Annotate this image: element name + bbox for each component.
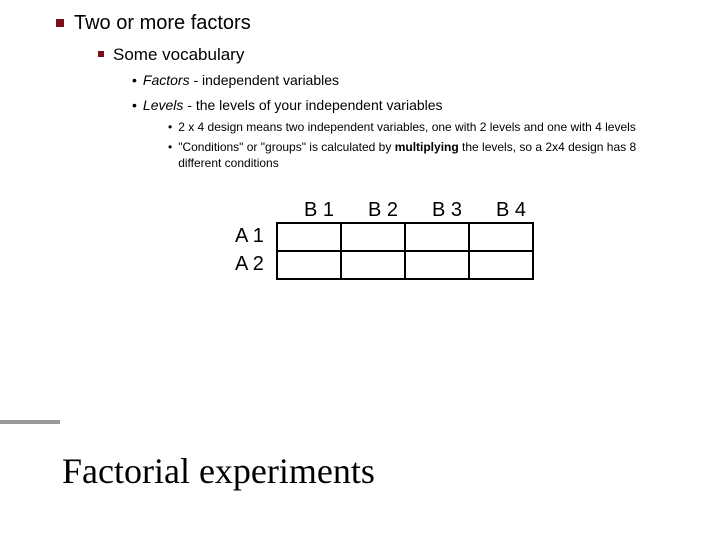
square-bullet-icon (98, 51, 104, 57)
table-grid (276, 222, 534, 280)
table-col-label: B 1 (287, 199, 351, 222)
table-cell (277, 251, 341, 279)
table-cell (405, 223, 469, 251)
accent-bar (0, 420, 60, 424)
lvl3-text: Factors - independent variables (143, 71, 339, 90)
lvl1-text: Two or more factors (74, 12, 251, 35)
table-cell (341, 223, 405, 251)
term-italic: Levels (143, 97, 183, 113)
bullet-lvl1: Two or more factors (56, 12, 720, 35)
lvl4b-pre: "Conditions" or "groups" is calculated b… (178, 140, 394, 154)
dot-bullet-icon: • (132, 96, 137, 115)
lvl4-text: 2 x 4 design means two independent varia… (178, 119, 636, 135)
dot-bullet-icon: • (132, 71, 137, 90)
lvl3-text: Levels - the levels of your independent … (143, 96, 443, 115)
table-cell (405, 251, 469, 279)
table-col-label: B 3 (415, 199, 479, 222)
design-table: B 1B 2B 3B 4 A 1A 2 (235, 199, 720, 280)
lvl2-text: Some vocabulary (113, 45, 244, 65)
bullet-lvl3: • Factors - independent variables (132, 71, 720, 90)
term-italic: Factors (143, 72, 190, 88)
bullet-lvl4: • 2 x 4 design means two independent var… (168, 119, 720, 135)
slide: Two or more factors Some vocabulary • Fa… (0, 12, 720, 540)
table-cell (469, 251, 533, 279)
lvl4-text: "Conditions" or "groups" is calculated b… (178, 139, 680, 171)
table-row-label: A 1 (235, 222, 264, 250)
table-cell (277, 223, 341, 251)
table-row-headers: A 1A 2 (235, 222, 264, 278)
table-body-wrap: A 1A 2 (235, 222, 720, 280)
slide-title: Factorial experiments (62, 450, 375, 492)
table-cell (469, 223, 533, 251)
square-bullet-icon (56, 19, 64, 27)
dot-bullet-icon: • (168, 119, 172, 135)
bullet-lvl3: • Levels - the levels of your independen… (132, 96, 720, 115)
term-def: - the levels of your independent variabl… (183, 97, 442, 113)
table-col-label: B 2 (351, 199, 415, 222)
table-row-label: A 2 (235, 250, 264, 278)
table-cell (341, 251, 405, 279)
table-col-label: B 4 (479, 199, 543, 222)
bullet-lvl2: Some vocabulary (98, 45, 720, 65)
lvl4b-bold: multiplying (395, 140, 459, 154)
bullet-lvl4: • "Conditions" or "groups" is calculated… (168, 139, 720, 171)
dot-bullet-icon: • (168, 139, 172, 155)
term-def: - independent variables (190, 72, 339, 88)
table-col-headers: B 1B 2B 3B 4 (287, 199, 720, 222)
